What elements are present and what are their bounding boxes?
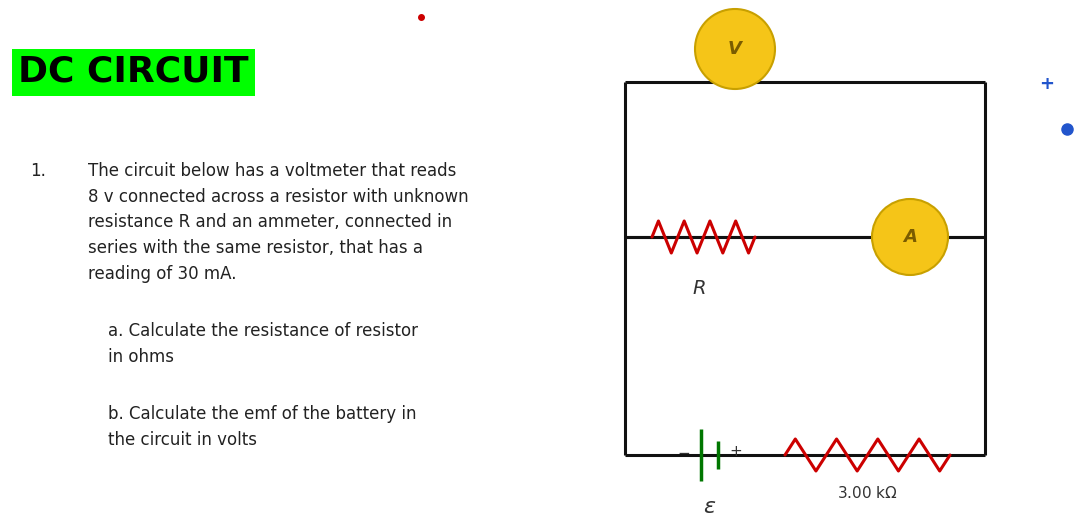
Text: The circuit below has a voltmeter that reads
8 v connected across a resistor wit: The circuit below has a voltmeter that r… [88,162,469,283]
Text: A: A [903,228,917,246]
Text: 1.: 1. [30,162,46,180]
Circle shape [872,199,948,275]
Text: $+$: $+$ [730,444,743,458]
Text: a. Calculate the resistance of resistor
in ohms: a. Calculate the resistance of resistor … [108,322,418,366]
Text: $R$: $R$ [691,279,705,298]
Text: $-$: $-$ [677,444,690,458]
Circle shape [696,9,775,89]
Text: DC CIRCUIT: DC CIRCUIT [18,55,248,89]
Text: V: V [728,40,742,58]
Text: $\varepsilon$: $\varepsilon$ [703,497,717,517]
Text: b. Calculate the emf of the battery in
the circuit in volts: b. Calculate the emf of the battery in t… [108,405,416,448]
Text: +: + [1040,75,1055,93]
Text: 3.00 k$\Omega$: 3.00 k$\Omega$ [837,485,898,501]
